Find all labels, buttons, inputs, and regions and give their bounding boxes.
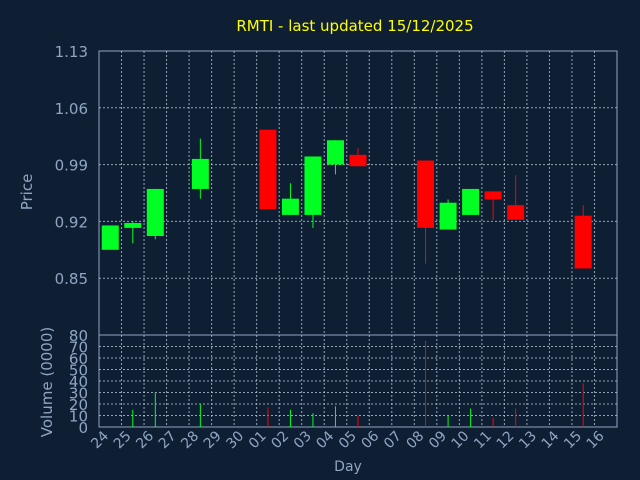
- x-tick-label: 10: [449, 428, 473, 452]
- volume-tick-label: 0: [78, 419, 88, 437]
- x-tick-label: 03: [291, 428, 315, 452]
- candle-body: [146, 188, 164, 237]
- x-tick-label: 12: [494, 428, 518, 452]
- volume-tick-label: 50: [69, 362, 88, 380]
- x-tick-label: 24: [88, 428, 112, 452]
- x-tick-label: 16: [584, 428, 608, 452]
- price-tick-label: 0.92: [55, 213, 88, 231]
- candle-body: [462, 188, 480, 215]
- candle: [146, 188, 164, 240]
- x-tick-label: 07: [381, 428, 405, 452]
- price-tick-label: 0.85: [55, 270, 88, 288]
- x-tick-label: 02: [268, 428, 292, 452]
- volume-tick-label: 70: [69, 339, 88, 357]
- candle-body: [439, 202, 457, 230]
- candle: [326, 140, 344, 175]
- x-tick-label: 26: [133, 428, 157, 452]
- x-tick-label: 05: [336, 428, 360, 452]
- candle-body: [101, 225, 119, 250]
- candle-body: [124, 223, 142, 228]
- candle: [349, 148, 367, 167]
- candle-body: [507, 205, 525, 220]
- volume-tick-label: 60: [69, 350, 88, 368]
- candle: [304, 156, 322, 228]
- volume-tick-label: 40: [69, 373, 88, 391]
- price-axis-label: Price: [18, 174, 36, 211]
- candle: [124, 221, 142, 244]
- candle-body: [484, 191, 502, 200]
- price-tick-label: 1.13: [55, 43, 88, 61]
- price-frame: [98, 50, 618, 336]
- x-tick-label: 06: [358, 428, 382, 452]
- candle-body: [326, 140, 344, 165]
- x-tick-label: 25: [111, 428, 135, 452]
- volume-tick-label: 20: [69, 396, 88, 414]
- x-axis-label: Day: [334, 459, 362, 475]
- x-tick-label: 30: [223, 428, 247, 452]
- candle-body: [281, 198, 299, 215]
- x-tick-label: 27: [156, 428, 180, 452]
- chart-title: RMTI - last updated 15/12/2025: [236, 17, 473, 35]
- price-tick-label: 1.06: [55, 100, 88, 118]
- candle: [462, 188, 480, 215]
- candle-body: [259, 129, 277, 210]
- candle-body: [349, 154, 367, 167]
- candle: [417, 160, 435, 264]
- candle: [574, 205, 592, 269]
- candle: [259, 129, 277, 210]
- candle-body: [304, 156, 322, 215]
- candle: [507, 175, 525, 220]
- price-panel: 1.13 1.06 0.99 0.92 0.85: [55, 43, 618, 336]
- x-tick-label: 04: [313, 428, 337, 452]
- x-tick-label: 09: [426, 428, 450, 452]
- x-tick-label: 01: [246, 428, 270, 452]
- volume-tick-label: 10: [69, 408, 88, 426]
- price-tick-label: 0.99: [55, 157, 88, 175]
- x-tick-label: 11: [471, 428, 495, 452]
- x-tick-label: 15: [561, 428, 585, 452]
- candle-body: [574, 215, 592, 269]
- volume-axis-label: Volume (0000): [38, 327, 56, 437]
- candle: [484, 191, 502, 220]
- candle: [281, 183, 299, 215]
- x-tick-label: 14: [539, 428, 563, 452]
- candle: [101, 225, 119, 250]
- volume-tick-label: 30: [69, 385, 88, 403]
- candle-body: [191, 158, 209, 189]
- candle: [191, 138, 209, 199]
- candle-body: [417, 160, 435, 228]
- volume-tick-label: 80: [69, 327, 88, 345]
- volume-panel: 8070605040302010024252627282930010203040…: [69, 327, 618, 452]
- x-tick-label: 29: [201, 428, 225, 452]
- x-tick-label: 08: [404, 428, 428, 452]
- x-tick-label: 13: [516, 428, 540, 452]
- x-tick-label: 28: [178, 428, 202, 452]
- candle: [439, 199, 457, 230]
